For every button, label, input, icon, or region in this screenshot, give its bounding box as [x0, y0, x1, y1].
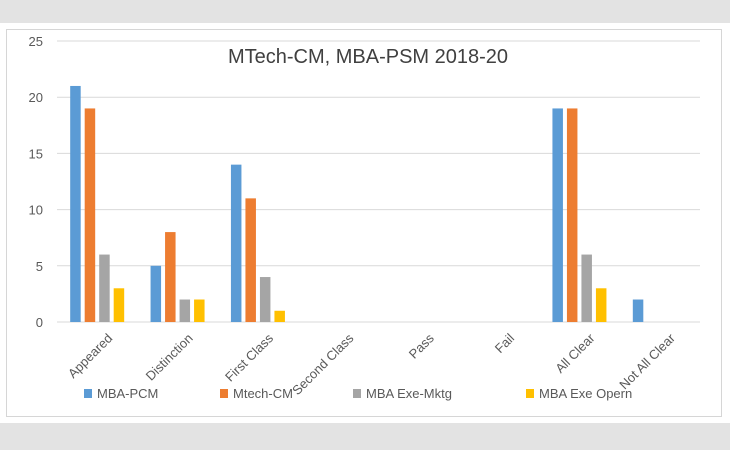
bar — [581, 254, 592, 322]
chart-frame — [0, 23, 730, 423]
y-tick-label: 5 — [36, 259, 43, 274]
legend-label: MBA-PCM — [97, 386, 158, 401]
legend-swatch — [220, 389, 228, 398]
bar — [595, 288, 607, 322]
bars — [70, 85, 644, 323]
bar — [84, 108, 96, 322]
x-tick-label: First Class — [222, 330, 276, 384]
x-tick-label: Pass — [406, 330, 437, 361]
bar — [179, 299, 191, 322]
legend: MBA-PCM Mtech-CM MBA Exe-Mktg MBA Exe Opern — [84, 386, 632, 401]
bar — [274, 310, 285, 322]
gridlines — [57, 40, 700, 323]
bar — [194, 299, 205, 322]
x-tick-label: Second Class — [289, 330, 357, 398]
chart-title: MTech-CM, MBA-PSM 2018-20 — [228, 46, 508, 68]
x-tick-label: Appeared — [65, 331, 115, 381]
x-tick-label: Fail — [492, 330, 517, 355]
legend-label: MBA Exe-Mktg — [366, 386, 452, 401]
x-tick-label: Distinction — [143, 331, 196, 384]
x-tick-label: Not All Clear — [616, 330, 678, 392]
y-tick-label: 0 — [36, 315, 43, 330]
y-tick-label: 10 — [29, 203, 43, 218]
bar — [552, 108, 563, 322]
bar — [632, 299, 644, 322]
chart-area — [6, 29, 722, 417]
bar — [99, 254, 110, 322]
legend-swatch — [353, 389, 361, 398]
bar — [150, 265, 162, 322]
bar — [230, 164, 242, 322]
y-tick-label: 15 — [29, 146, 43, 161]
legend-swatch — [84, 389, 92, 398]
y-tick-label: 20 — [29, 90, 43, 105]
legend-swatch — [526, 389, 534, 398]
bar — [165, 232, 176, 322]
legend-label: Mtech-CM — [233, 386, 293, 401]
bar — [245, 198, 256, 322]
bar — [566, 108, 578, 322]
legend-label: MBA Exe Opern — [539, 386, 632, 401]
y-tick-label: 25 — [29, 34, 43, 49]
bar — [70, 85, 81, 323]
bar — [259, 277, 271, 322]
bar — [113, 288, 125, 322]
y-axis-ticks: 0 5 10 15 20 25 — [29, 34, 43, 330]
x-tick-label: All Clear — [552, 330, 598, 376]
